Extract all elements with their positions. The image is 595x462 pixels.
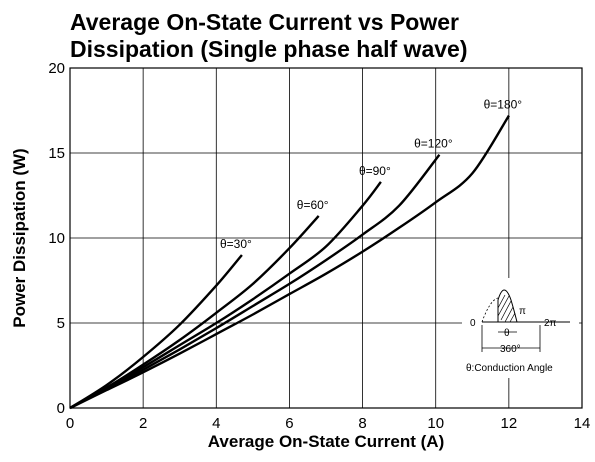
x-tick-label: 0	[66, 415, 74, 432]
x-tick-label: 6	[285, 415, 293, 432]
inset-hatch-lines	[497, 294, 516, 323]
inset-waveform-dashed	[481, 297, 499, 323]
curve-series-2	[69, 181, 382, 410]
inset-theta-label: θ	[504, 328, 510, 339]
x-tick-label: 8	[358, 415, 366, 432]
curve-label-3: θ=120°	[414, 137, 453, 151]
x-tick-labels: 0 2 4 6 8 10 12 14	[66, 415, 591, 432]
y-tick-labels: 0 5 10 15 20	[48, 60, 65, 417]
grid	[70, 68, 582, 408]
x-tick-label: 12	[501, 415, 518, 432]
inset-caption: θ:Conduction Angle	[466, 363, 553, 374]
y-tick-label: 15	[48, 145, 65, 162]
y-tick-label: 10	[48, 230, 65, 247]
x-axis-label: Average On-State Current (A)	[208, 432, 444, 451]
y-axis-label: Power Dissipation (W)	[10, 148, 29, 327]
conduction-angle-inset: 0 π 2π θ 360° θ:Conduction Angle	[462, 278, 579, 378]
curves	[69, 114, 510, 410]
chart-title-line-2: Dissipation (Single phase half wave)	[70, 36, 467, 62]
y-tick-label: 0	[57, 400, 65, 417]
plot-area-border	[69, 67, 583, 409]
inset-hatch-fill	[497, 289, 518, 323]
x-tick-label: 14	[574, 415, 591, 432]
inset-pi-label: π	[519, 306, 526, 317]
x-tick-label: 4	[212, 415, 220, 432]
chart-title-line-1: Average On-State Current vs Power	[70, 9, 459, 35]
curve-label-1: θ=60°	[297, 198, 329, 212]
curve-labels: θ=30° θ=60° θ=90° θ=120° θ=180°	[220, 98, 522, 251]
curve-label-4: θ=180°	[484, 98, 523, 112]
curve-series-0	[69, 254, 243, 410]
inset-zero-label: 0	[470, 318, 476, 329]
y-tick-label: 5	[57, 315, 65, 332]
inset-background	[462, 278, 579, 378]
y-tick-label: 20	[48, 60, 65, 77]
inset-period-label: 360°	[500, 344, 521, 355]
curve-series-3	[69, 153, 441, 410]
x-tick-label: 10	[427, 415, 444, 432]
curve-label-2: θ=90°	[359, 164, 391, 178]
curve-label-0: θ=30°	[220, 237, 252, 251]
inset-2pi-label: 2π	[544, 318, 557, 329]
curve-series-1	[69, 215, 320, 410]
x-tick-label: 2	[139, 415, 147, 432]
chart-title: Average On-State Current vs Power Dissip…	[70, 9, 467, 62]
curve-series-4	[69, 114, 510, 410]
